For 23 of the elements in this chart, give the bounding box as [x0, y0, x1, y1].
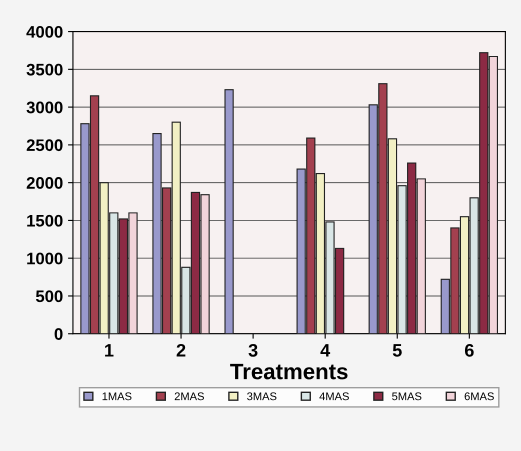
y-tick-label: 2000: [26, 177, 63, 189]
legend-label: 5MAS: [392, 392, 422, 400]
x-tick-label: 3: [248, 344, 258, 357]
y-tick-label: 3000: [26, 102, 63, 114]
legend-label: 2MAS: [174, 392, 204, 400]
legend-label: 3MAS: [247, 392, 276, 400]
y-tick-label: 0: [54, 328, 63, 340]
x-tick-label: 6: [464, 344, 474, 357]
x-tick-label: 1: [105, 344, 114, 357]
bar: [224, 89, 234, 334]
legend-label: 6MAS: [464, 392, 494, 400]
y-tick-label: 3500: [26, 64, 63, 76]
y-tick-label: 1000: [27, 252, 63, 264]
legend-label: 1MAS: [102, 392, 132, 400]
x-tick-label: 4: [320, 344, 330, 357]
x-tick-label: 2: [176, 344, 186, 357]
y-tick-label: 500: [36, 290, 63, 302]
y-tick-label: 4000: [26, 26, 63, 38]
y-tick-label: 2500: [26, 139, 63, 152]
legend-label: 4MAS: [319, 392, 349, 400]
x-axis-title: Treatments: [230, 364, 348, 380]
x-tick-label: 5: [392, 344, 402, 357]
y-tick-label: 1500: [27, 214, 63, 227]
